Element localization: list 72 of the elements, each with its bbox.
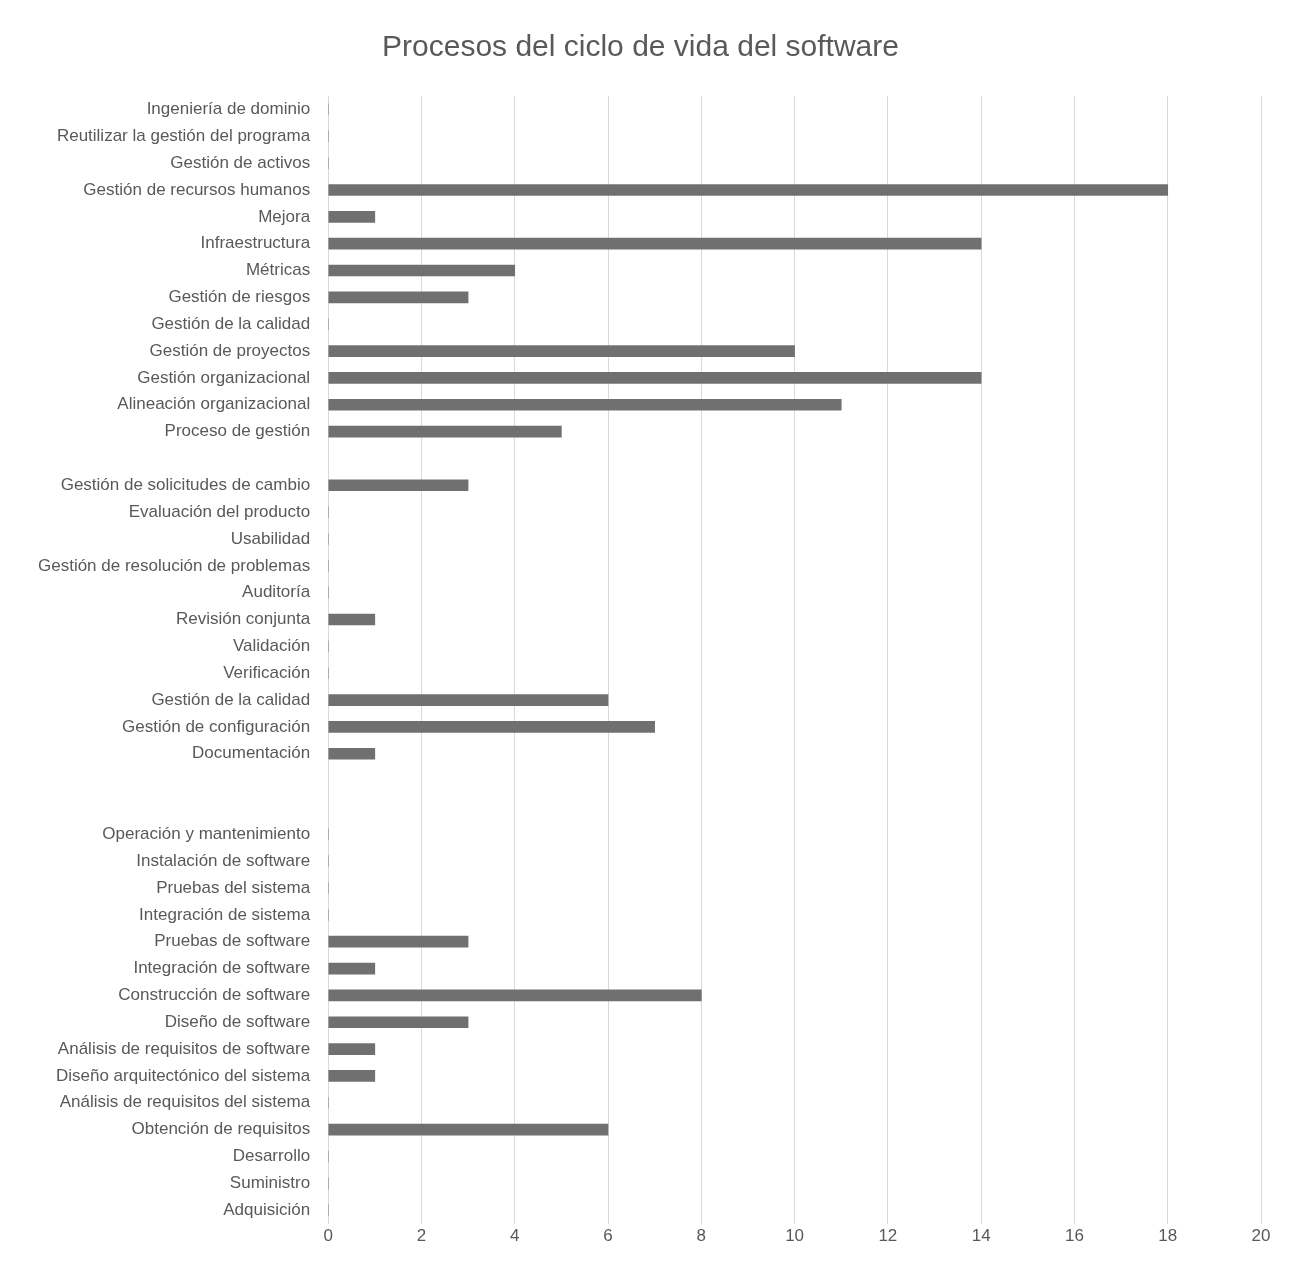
y-tick-label: Pruebas de software: [154, 931, 311, 951]
y-tick-label: Gestión de resolución de problemas: [37, 555, 311, 575]
y-tick-label: Documentación: [192, 743, 311, 763]
y-tick-label: Proceso de gestión: [164, 421, 311, 441]
y-tick-label: Revisión conjunta: [175, 609, 311, 629]
y-tick-label: Ingeniería de dominio: [146, 99, 311, 119]
bar: [328, 1123, 609, 1136]
bar: [328, 291, 469, 304]
y-tick-label: Diseño arquitectónico del sistema: [55, 1065, 311, 1085]
bar: [328, 264, 516, 277]
y-tick-label: Suministro: [229, 1173, 311, 1193]
bar: [328, 184, 1169, 196]
bar: [328, 1043, 376, 1055]
bar: [328, 210, 376, 223]
y-tick-label: Gestión de configuración: [122, 716, 311, 736]
x-tick-label: 10: [785, 1226, 805, 1246]
bar: [328, 721, 655, 733]
y-tick-label: Usabilidad: [230, 528, 311, 548]
bar: [328, 479, 469, 492]
x-tick-label: 6: [603, 1226, 613, 1246]
y-tick-label: Infraestructura: [200, 233, 311, 253]
x-tick-label: 16: [1064, 1226, 1084, 1246]
bar: [328, 613, 376, 626]
y-tick-label: Instalación de software: [136, 850, 311, 870]
chart-title: Procesos del ciclo de vida del software: [382, 29, 899, 63]
y-tick-label: Reutilizar la gestión del programa: [56, 125, 311, 145]
bar: [328, 372, 982, 384]
bar: [328, 1016, 469, 1029]
y-tick-label: Construcción de software: [118, 985, 311, 1005]
y-tick-label: Gestión de proyectos: [149, 340, 311, 360]
y-tick-label: Desarrollo: [232, 1146, 311, 1166]
y-tick-label: Gestión de solicitudes de cambio: [60, 474, 311, 494]
x-tick-label: 20: [1251, 1226, 1271, 1246]
y-tick-label: Gestión de la calidad: [151, 313, 311, 333]
y-tick-label: Gestión de recursos humanos: [83, 179, 311, 199]
bar: [328, 989, 702, 1002]
y-tick-label: Diseño de software: [164, 1011, 311, 1031]
bar: [328, 398, 842, 411]
x-tick-label: 12: [878, 1226, 898, 1246]
y-tick-label: Auditoría: [242, 582, 311, 602]
bar: [328, 747, 376, 760]
y-tick-label: Análisis de requisitos de software: [57, 1038, 311, 1058]
bar: [328, 694, 609, 706]
y-tick-label: Operación y mantenimiento: [102, 824, 311, 843]
x-tick-label: 0: [323, 1226, 333, 1246]
y-tick-label: Gestión de la calidad: [151, 689, 311, 709]
bar: [328, 237, 982, 250]
y-tick-label: Verificación: [223, 662, 311, 682]
y-tick-label: Alineación organizacional: [117, 394, 311, 414]
y-tick-label: Integración de software: [133, 958, 311, 978]
x-tick-label: 14: [971, 1226, 991, 1246]
x-tick-label: 2: [416, 1226, 427, 1246]
x-tick-label: 4: [509, 1226, 520, 1246]
y-tick-label: Pruebas del sistema: [156, 877, 311, 897]
y-tick-label: Obtención de requisitos: [131, 1119, 311, 1139]
y-tick-label: Análisis de requisitos del sistema: [59, 1092, 311, 1112]
y-tick-label: Adquisición: [223, 1199, 311, 1219]
y-tick-label: Gestión organizacional: [137, 367, 311, 387]
x-tick-label: 8: [696, 1226, 707, 1246]
bar: [328, 425, 562, 438]
y-tick-label: Gestión de riesgos: [168, 287, 311, 307]
y-tick-label: Validación: [232, 636, 311, 656]
bar: [328, 345, 795, 357]
bar: [328, 1070, 376, 1082]
y-tick-label: Evaluación del producto: [128, 501, 311, 521]
bar: [328, 935, 469, 948]
bar: [328, 962, 376, 975]
x-tick-label: 18: [1158, 1226, 1178, 1246]
y-tick-label: Gestión de activos: [170, 152, 311, 172]
y-tick-label: Métricas: [245, 260, 311, 280]
y-tick-label: Mejora: [258, 206, 311, 226]
y-tick-label: Integración de sistema: [139, 904, 311, 924]
